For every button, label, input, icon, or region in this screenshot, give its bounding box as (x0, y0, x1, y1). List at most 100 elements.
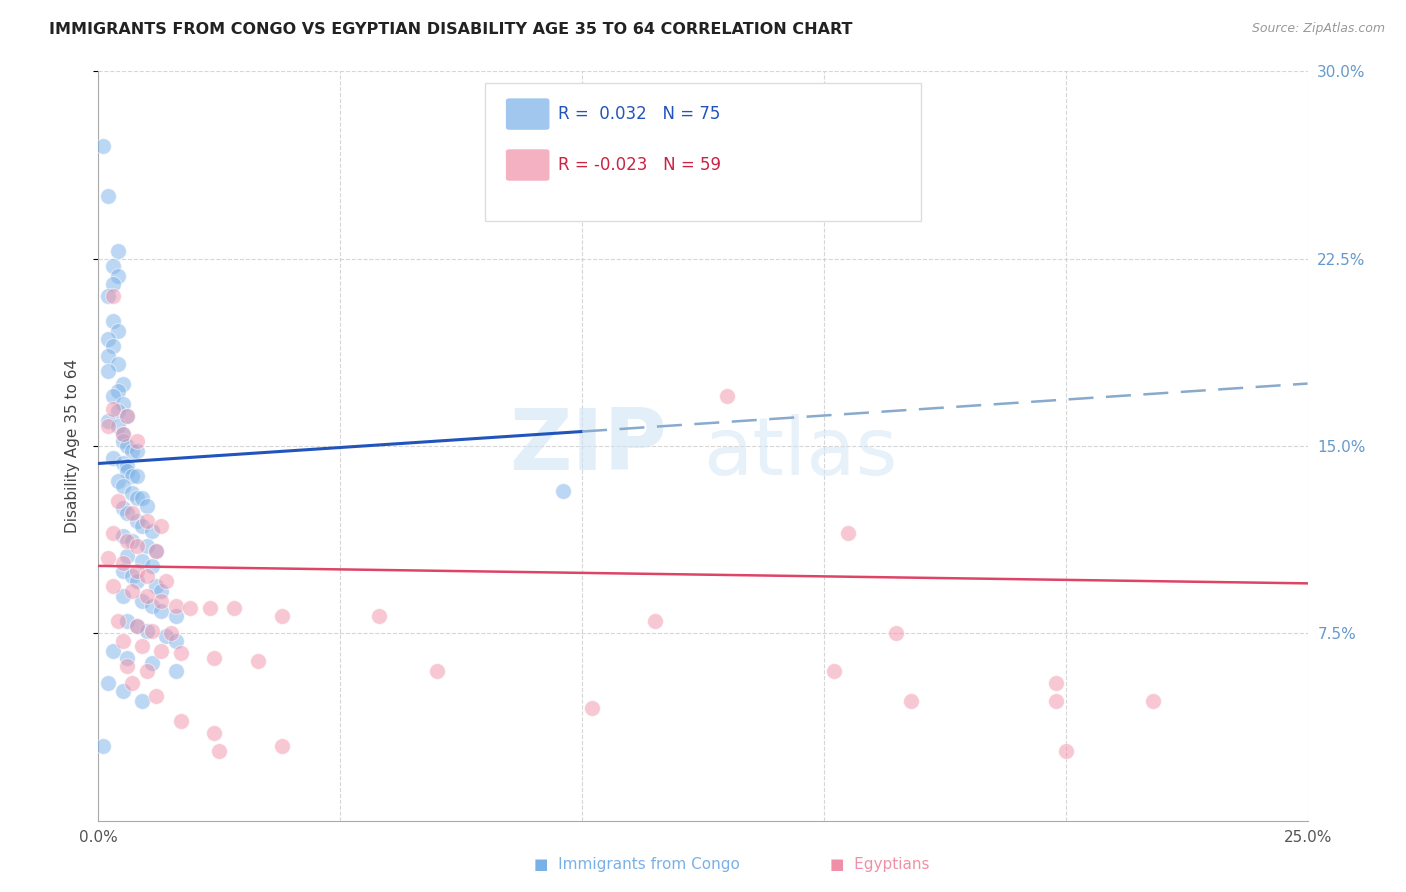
Point (107, 269, 129, 284)
Point (97, 289, 120, 303)
Point (97, 364, 120, 378)
Point (121, 533, 143, 548)
Point (117, 533, 139, 548)
Point (97, 189, 120, 203)
Point (837, 526, 859, 541)
Point (716, 389, 738, 403)
Point (111, 633, 134, 648)
Point (91, 739, 114, 753)
Point (145, 689, 167, 703)
Point (271, 608, 294, 623)
Point (117, 549, 139, 563)
Point (111, 457, 134, 471)
Point (121, 469, 143, 483)
Point (121, 444, 143, 458)
Point (131, 554, 153, 568)
Point (165, 599, 187, 613)
Point (107, 384, 129, 398)
Point (111, 564, 134, 578)
Point (131, 519, 153, 533)
Point (169, 646, 191, 660)
Point (271, 739, 294, 753)
Point (135, 589, 157, 603)
Point (165, 664, 187, 678)
Point (101, 526, 124, 541)
Point (111, 479, 134, 493)
Point (1045, 676, 1067, 690)
Point (121, 676, 143, 690)
Point (111, 589, 134, 603)
Point (117, 439, 139, 453)
Point (900, 694, 922, 708)
Point (150, 594, 173, 608)
Point (107, 244, 129, 259)
Point (145, 579, 167, 593)
Point (97, 414, 120, 428)
Point (160, 626, 183, 640)
Point (111, 426, 134, 441)
Point (111, 376, 134, 391)
Point (127, 619, 149, 633)
Point (117, 651, 139, 665)
Point (1054, 744, 1077, 758)
Point (117, 464, 139, 478)
Point (107, 614, 129, 628)
Point (101, 339, 124, 353)
Text: ■  Immigrants from Congo: ■ Immigrants from Congo (534, 857, 740, 872)
Point (101, 401, 124, 416)
Point (131, 594, 153, 608)
Point (127, 491, 149, 506)
Point (111, 529, 134, 543)
Point (141, 599, 163, 613)
Point (551, 483, 574, 498)
Point (131, 639, 153, 653)
Point (141, 524, 163, 538)
FancyBboxPatch shape (506, 149, 550, 181)
Point (131, 694, 153, 708)
Point (111, 426, 134, 441)
Point (145, 544, 167, 558)
Point (97, 419, 120, 434)
Point (97, 349, 120, 363)
Point (886, 626, 908, 640)
Point (127, 539, 149, 553)
Point (135, 624, 157, 638)
Point (131, 491, 153, 506)
Point (135, 569, 157, 583)
Point (165, 633, 187, 648)
Point (107, 474, 129, 488)
Point (204, 726, 226, 740)
FancyBboxPatch shape (506, 98, 550, 130)
Point (150, 644, 173, 658)
Point (101, 259, 124, 273)
Point (127, 574, 149, 588)
Point (141, 558, 163, 573)
Point (150, 583, 173, 598)
Point (107, 324, 129, 338)
Point (644, 614, 666, 628)
Point (222, 601, 245, 615)
Point (101, 277, 124, 291)
Point (198, 601, 221, 615)
Point (117, 458, 139, 473)
Text: R =  0.032   N = 75: R = 0.032 N = 75 (558, 105, 720, 123)
Point (141, 624, 163, 638)
Point (111, 434, 134, 448)
Point (101, 451, 124, 466)
Point (121, 507, 143, 521)
Point (97, 676, 120, 690)
Point (204, 651, 226, 665)
Point (111, 501, 134, 516)
Point (101, 314, 124, 328)
Point (135, 664, 157, 678)
Point (91, 139, 114, 153)
Text: atlas: atlas (703, 415, 897, 492)
Point (127, 564, 149, 578)
Point (165, 608, 187, 623)
Point (101, 389, 124, 403)
Point (1045, 694, 1067, 708)
Point (117, 409, 139, 423)
FancyBboxPatch shape (485, 83, 921, 221)
Point (127, 469, 149, 483)
Text: Source: ZipAtlas.com: Source: ZipAtlas.com (1251, 22, 1385, 36)
